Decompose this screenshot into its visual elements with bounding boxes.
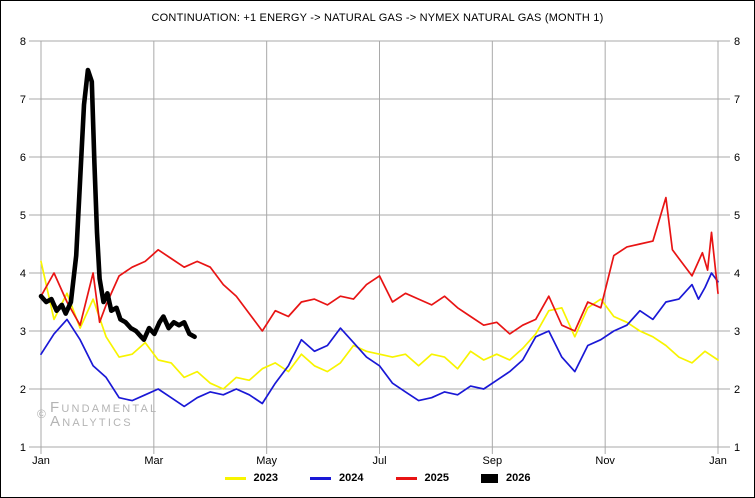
y-tick-label-right-5: 5: [734, 210, 740, 222]
y-tick-label-left-7: 7: [20, 94, 26, 106]
y-tick-label-right-6: 6: [734, 152, 740, 164]
legend-label: 2025: [424, 472, 449, 484]
legend-item-2023: 2023: [224, 472, 279, 484]
y-tick-label-right-2: 2: [734, 384, 740, 396]
x-tick-label-Jul-3: Jul: [372, 455, 386, 467]
legend: 2023 2024 2025 2026: [1, 472, 754, 484]
legend-label: 2026: [505, 472, 531, 484]
y-tick-label-left-2: 2: [20, 384, 26, 396]
y-tick-label-left-6: 6: [20, 152, 26, 164]
legend-item-2026: 2026: [480, 472, 531, 484]
series-line-2025: [40, 196, 719, 335]
y-tick-label-right-8: 8: [734, 36, 740, 48]
page-title: CONTINUATION: +1 ENERGY -> NATURAL GAS -…: [151, 12, 604, 24]
legend-swatch-2026: [480, 473, 498, 483]
y-tick-label-left-1: 1: [20, 442, 26, 454]
legend-swatch-2023: [224, 476, 246, 480]
x-tick-label-May-2: May: [256, 455, 277, 467]
x-tick-label-Sep-4: Sep: [483, 455, 503, 467]
watermark-line2: Analytics: [50, 413, 133, 430]
series-line-2024: [40, 272, 719, 408]
y-tick-label-left-8: 8: [20, 36, 26, 48]
legend-item-2024: 2024: [310, 472, 364, 484]
y-tick-label-right-3: 3: [734, 326, 740, 338]
y-tick-label-right-7: 7: [734, 94, 740, 106]
watermark-line1: Fundamental: [50, 399, 159, 416]
y-tick-label-right-4: 4: [734, 268, 740, 280]
y-tick-label-left-4: 4: [20, 268, 26, 280]
series-line-2023: [40, 260, 719, 390]
copyright-icon: ©: [37, 407, 46, 421]
legend-label: 2023: [253, 472, 279, 484]
y-tick-label-left-3: 3: [20, 326, 26, 338]
series-line-2026: [38, 67, 197, 343]
watermark: © Fundamental Analytics: [37, 399, 159, 430]
legend-swatch-2025: [395, 476, 417, 480]
y-tick-label-left-5: 5: [20, 210, 26, 222]
x-tick-label-Nov-5: Nov: [595, 455, 615, 467]
x-tick-label-Jan-0: Jan: [32, 455, 50, 467]
legend-label: 2024: [339, 472, 364, 484]
legend-swatch-2024: [310, 476, 332, 480]
x-tick-label-Mar-1: Mar: [144, 455, 163, 467]
legend-item-2025: 2025: [395, 472, 449, 484]
x-tick-label-Jan-6: Jan: [709, 455, 727, 467]
y-tick-label-right-1: 1: [734, 442, 740, 454]
